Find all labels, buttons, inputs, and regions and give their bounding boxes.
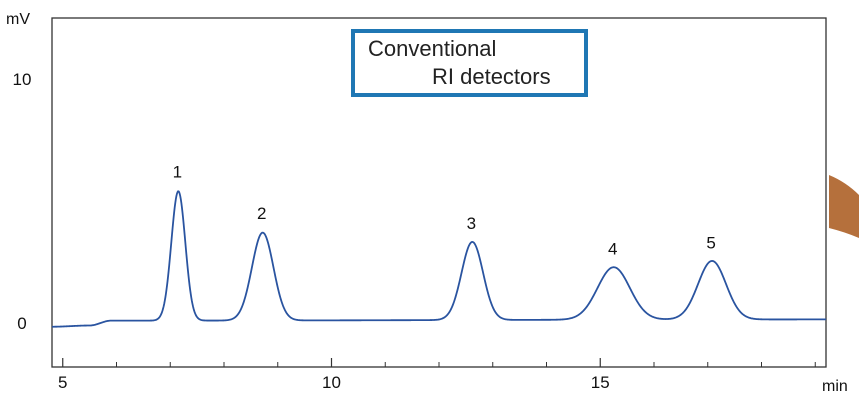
legend-line-1: Conventional bbox=[368, 36, 496, 61]
y-tick-label-0: 0 bbox=[17, 314, 26, 333]
x-tick-label-5: 5 bbox=[58, 373, 67, 392]
y-axis-unit-label: mV bbox=[6, 11, 30, 28]
peak-label-5: 5 bbox=[706, 233, 715, 252]
legend-border bbox=[351, 29, 588, 97]
x-tick-label-10: 10 bbox=[322, 373, 341, 392]
peak-label-3: 3 bbox=[467, 214, 476, 233]
peak-label-1: 1 bbox=[173, 163, 182, 182]
y-tick-label-10: 10 bbox=[13, 70, 32, 89]
legend-box: Conventional RI detectors bbox=[351, 29, 588, 97]
legend-line-2: RI detectors bbox=[432, 64, 551, 89]
peak-label-2: 2 bbox=[257, 204, 266, 223]
x-axis-ticks: 5 10 15 bbox=[58, 358, 816, 392]
chromatogram-trace bbox=[52, 190, 826, 328]
peak-label-4: 4 bbox=[608, 240, 617, 259]
x-axis-unit-label: min bbox=[822, 378, 848, 395]
x-tick-label-15: 15 bbox=[591, 373, 610, 392]
y-axis-ticks: 0 10 bbox=[13, 70, 32, 333]
peak-labels: 1 2 3 4 5 bbox=[173, 163, 716, 259]
side-annotation-shape bbox=[829, 175, 859, 238]
